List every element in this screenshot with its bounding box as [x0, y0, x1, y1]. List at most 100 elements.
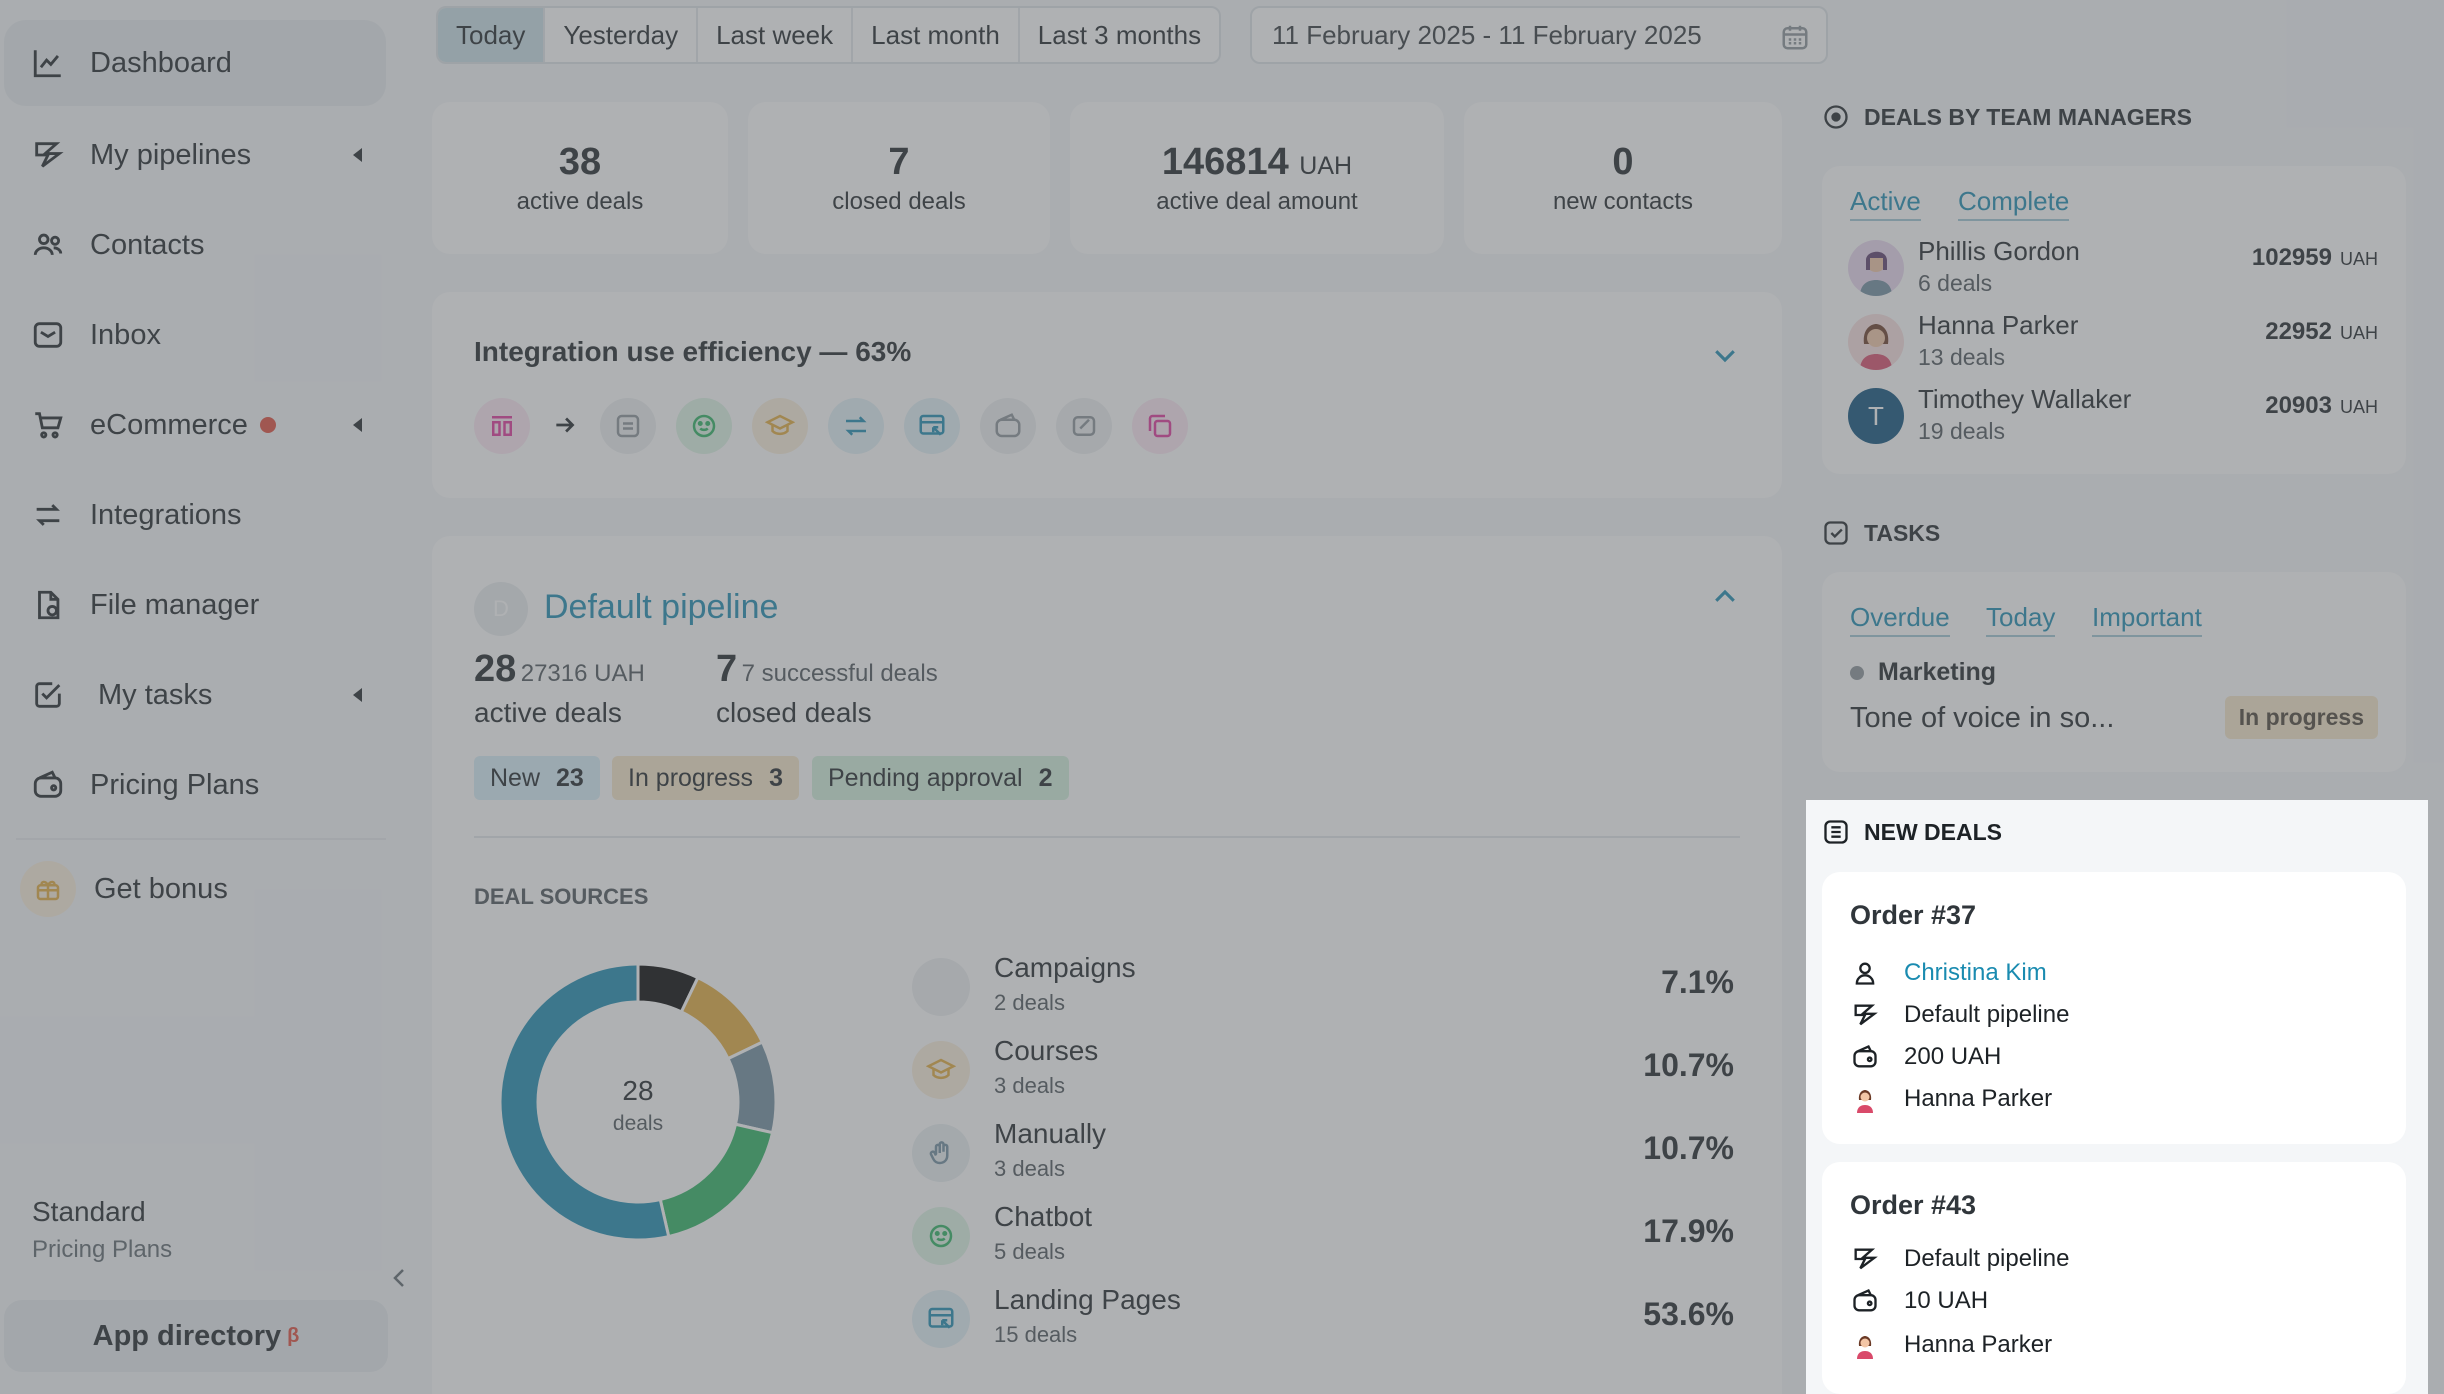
collapse-sidebar-icon[interactable] — [388, 1266, 412, 1290]
tab-important[interactable]: Important — [2092, 602, 2202, 637]
source-count: 5 deals — [994, 1239, 1065, 1264]
cart-icon — [28, 405, 68, 445]
manager-deals: 13 deals — [1918, 344, 2005, 370]
sidebar: Dashboard My pipelines Contacts Inbox eC… — [0, 0, 404, 1394]
stage-label: New — [490, 763, 541, 792]
donut-center-value: 28 — [622, 1075, 653, 1106]
person-icon — [1850, 958, 1880, 988]
plan-name: Standard — [32, 1196, 146, 1227]
active-amount: 27316 UAH — [520, 660, 645, 687]
new-deals-heading: NEW DEALS — [1822, 818, 2002, 846]
new-deals-panel: NEW DEALS Order #37 Christina Kim Defaul… — [1806, 800, 2428, 1394]
plan-subtitle[interactable]: Pricing Plans — [32, 1236, 173, 1263]
manager-deals: 19 deals — [1918, 418, 2005, 444]
efficiency-title: Integration use efficiency — 63% — [474, 336, 912, 367]
period-last-month[interactable]: Last month — [853, 8, 1020, 62]
source-row-courses: Courses 3 deals 10.7% — [912, 1033, 1734, 1103]
note-integration-icon[interactable] — [1056, 398, 1112, 454]
integration-efficiency-card: Integration use efficiency — 63% — [432, 292, 1782, 498]
period-last-3-months[interactable]: Last 3 months — [1037, 19, 1202, 50]
landing-integration-icon[interactable] — [904, 398, 960, 454]
tab-complete[interactable]: Complete — [1958, 186, 2070, 221]
sidebar-item-my-tasks[interactable]: My tasks — [4, 652, 386, 738]
pipeline-icon — [1850, 1244, 1880, 1274]
tasks-card: Overdue Today Important Marketing Tone o… — [1822, 572, 2406, 772]
date-range-input[interactable]: 11 February 2025 - 11 February 2025 — [1250, 6, 1828, 64]
sidebar-item-inbox[interactable]: Inbox — [4, 292, 386, 378]
source-count: 3 deals — [994, 1156, 1065, 1181]
wallet-integration-icon[interactable] — [980, 398, 1036, 454]
avatar — [1850, 1330, 1880, 1360]
manager-amount: 22952 UAH — [2265, 318, 2378, 346]
stage-in-progress[interactable]: In progress 3 — [612, 756, 799, 800]
tab-today[interactable]: Today — [1986, 602, 2056, 637]
kanban-integration-icon[interactable] — [474, 398, 530, 454]
sidebar-item-contacts[interactable]: Contacts — [4, 202, 386, 288]
stage-new[interactable]: New 23 — [474, 756, 600, 800]
sidebar-item-ecommerce[interactable]: eCommerce — [4, 382, 386, 468]
date-range-value: 11 February 2025 - 11 February 2025 — [1272, 19, 1702, 50]
sync-integration-icon[interactable] — [828, 398, 884, 454]
active-count: 28 — [474, 648, 517, 690]
manager-row[interactable]: Phillis Gordon 6 deals 102959 UAH — [1848, 236, 2378, 306]
manager-name: Hanna Parker — [1904, 1085, 2053, 1112]
donut-slice-chatbot[interactable] — [658, 1122, 775, 1239]
order-title[interactable]: Order #43 — [1850, 1190, 1977, 1220]
stat-value: 7 — [888, 140, 910, 183]
sidebar-item-pricing-plans[interactable]: Pricing Plans — [4, 742, 386, 828]
order-title[interactable]: Order #37 — [1850, 900, 1977, 930]
deal-sources-heading: DEAL SOURCES — [474, 884, 649, 909]
source-name: Landing Pages — [994, 1284, 1181, 1315]
period-last-week[interactable]: Last week — [698, 8, 854, 62]
sidebar-item-integrations[interactable]: Integrations — [4, 472, 386, 558]
chatbot-integration-icon[interactable] — [676, 398, 732, 454]
sidebar-item-get-bonus[interactable]: Get bonus — [4, 846, 386, 932]
manager-amount: 20903 UAH — [2265, 392, 2378, 420]
order-card[interactable]: Order #37 Christina Kim Default pipeline… — [1822, 872, 2406, 1144]
target-icon — [1824, 105, 1848, 129]
sidebar-item-label: My tasks — [98, 678, 213, 711]
arrow-right-icon — [552, 412, 578, 443]
courses-integration-icon[interactable] — [752, 398, 808, 454]
stat-active-deal-amount: 146814 UAH active deal amount — [1070, 102, 1444, 254]
sidebar-item-file-manager[interactable]: File manager — [4, 562, 386, 648]
contact-link[interactable]: Christina Kim — [1904, 959, 2047, 986]
period-yesterday[interactable]: Yesterday — [545, 8, 699, 62]
calendar-icon[interactable] — [1780, 22, 1810, 52]
source-pct: 10.7% — [1643, 1047, 1734, 1083]
chevron-down-icon[interactable] — [1710, 340, 1740, 370]
pipeline-name: Default pipeline — [1904, 1245, 2070, 1272]
sidebar-item-label: Dashboard — [90, 46, 232, 79]
period-today[interactable]: Today — [438, 8, 546, 62]
managers-heading-text: DEALS BY TEAM MANAGERS — [1864, 103, 2192, 130]
source-name: Manually — [994, 1118, 1107, 1149]
tab-overdue[interactable]: Overdue — [1850, 602, 1950, 637]
chevron-up-icon[interactable] — [1710, 582, 1740, 612]
task-check-icon — [28, 675, 68, 715]
form-integration-icon[interactable] — [600, 398, 656, 454]
managers-heading: DEALS BY TEAM MANAGERS — [1822, 103, 2192, 131]
sidebar-item-label: Contacts — [90, 228, 205, 261]
manager-row[interactable]: T Timothey Wallaker 19 deals 20903 UAH — [1848, 384, 2378, 454]
task-title[interactable]: Tone of voice in so... — [1850, 702, 2115, 734]
pipeline-title[interactable]: Default pipeline — [544, 588, 779, 626]
sidebar-item-label: File manager — [90, 588, 260, 621]
order-card[interactable]: Order #43 Default pipeline 10 UAH Hanna … — [1822, 1162, 2406, 1394]
copy-integration-icon[interactable] — [1132, 398, 1188, 454]
stage-count: 3 — [769, 763, 783, 792]
tab-active[interactable]: Active — [1850, 186, 1921, 221]
task-category-label: Marketing — [1878, 658, 1997, 686]
source-name: Chatbot — [994, 1201, 1093, 1232]
donut-slice-manually[interactable] — [726, 1040, 778, 1135]
wallet-icon — [28, 765, 68, 805]
source-name: Campaigns — [994, 952, 1136, 983]
sidebar-item-dashboard[interactable]: Dashboard — [4, 20, 386, 106]
amount-value: 20903 — [2265, 392, 2332, 419]
manager-row[interactable]: Hanna Parker 13 deals 22952 UAH — [1848, 310, 2378, 380]
app-directory-button[interactable]: App directory β — [4, 1300, 388, 1372]
wallet-icon — [1850, 1042, 1880, 1072]
stage-pending-approval[interactable]: Pending approval 2 — [812, 756, 1069, 800]
sidebar-item-my-pipelines[interactable]: My pipelines — [4, 112, 386, 198]
stat-value: 146814 — [1161, 140, 1289, 183]
stat-new-contacts: 0 new contacts — [1464, 102, 1782, 254]
